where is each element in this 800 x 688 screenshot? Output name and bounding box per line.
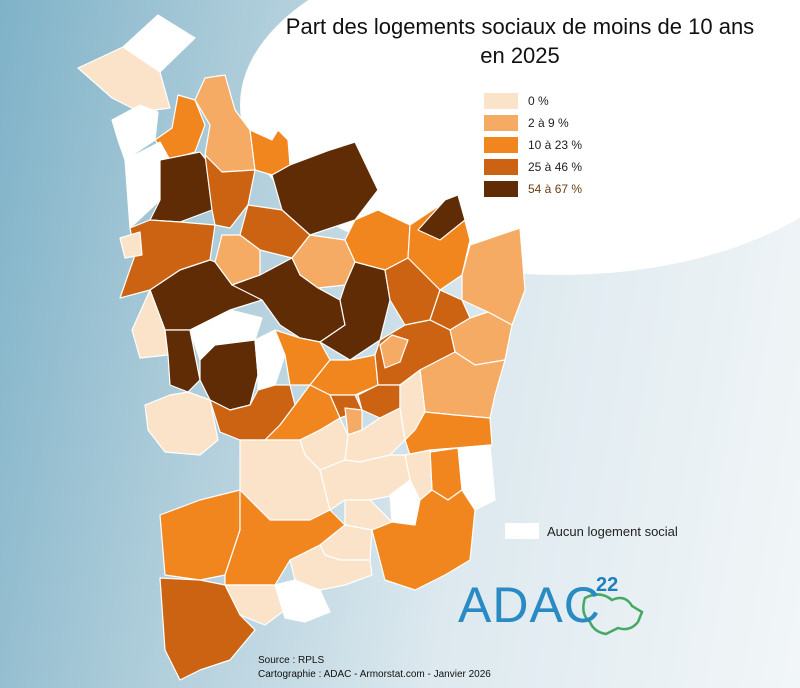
legend-swatch-2: [484, 137, 518, 153]
legend-swatches: [484, 93, 518, 197]
commune-medium-6: [209, 384, 296, 441]
legend-label: 25 à 46 %: [528, 160, 583, 174]
logo-number: 22: [596, 574, 619, 596]
commune-center-1: [204, 154, 256, 229]
legend-item: 2 à 9 %: [484, 112, 582, 134]
legend-label: 0 %: [528, 94, 549, 108]
legend-item: 25 à 46 %: [484, 156, 582, 178]
commune-orange-6: [371, 489, 476, 591]
source-line: Source : RPLS: [258, 655, 325, 666]
header-background: [240, 0, 800, 275]
legend-item: 54 à 67 %: [484, 178, 582, 200]
title-line-1: Part des logements sociaux de moins de 1…: [285, 14, 755, 39]
no-data-swatch: [505, 523, 539, 539]
source-credits: Source : RPLS Cartographie : ADAC - Armo…: [258, 654, 491, 682]
legend-item: 0 %: [484, 90, 582, 112]
commune-east-3: [417, 194, 466, 241]
no-social-housing-legend: Aucun logement social: [505, 523, 678, 539]
legend-swatch-1: [484, 115, 518, 131]
commune-light-1: [379, 334, 409, 369]
legend-swatch-0: [484, 93, 518, 109]
legend-label: 10 à 23 %: [528, 138, 583, 152]
legend-swatch-4: [484, 181, 518, 197]
legend-label: 54 à 67 %: [528, 182, 583, 196]
commune-west-4: [119, 231, 143, 259]
no-data-label: Aucun logement social: [547, 523, 678, 539]
credits-line: Cartographie : ADAC - Armorstat.com - Ja…: [258, 669, 491, 680]
logo-text: ADAC: [458, 577, 601, 633]
commune-north-6: [249, 129, 291, 176]
legend-item: 10 à 23 %: [484, 134, 582, 156]
commune-medium-7: [159, 577, 256, 681]
legend-label: 2 à 9 %: [528, 116, 569, 130]
commune-west-5: [131, 289, 169, 359]
commune-south-1: [144, 391, 219, 456]
adac-logo: ADAC 22: [458, 574, 618, 633]
logo-map-icon: [582, 593, 644, 636]
commune-dark-3: [319, 261, 391, 361]
title-line-2: en 2025: [480, 43, 560, 68]
legend-swatch-3: [484, 159, 518, 175]
commune-north-2: [77, 46, 171, 113]
map-title: Part des logements sociaux de moins de 1…: [270, 12, 770, 70]
commune-white-6: [274, 579, 331, 623]
legend: 0 % 2 à 9 % 10 à 23 % 25 à 46 % 54 à 67 …: [484, 90, 582, 200]
commune-west-2: [149, 151, 219, 223]
